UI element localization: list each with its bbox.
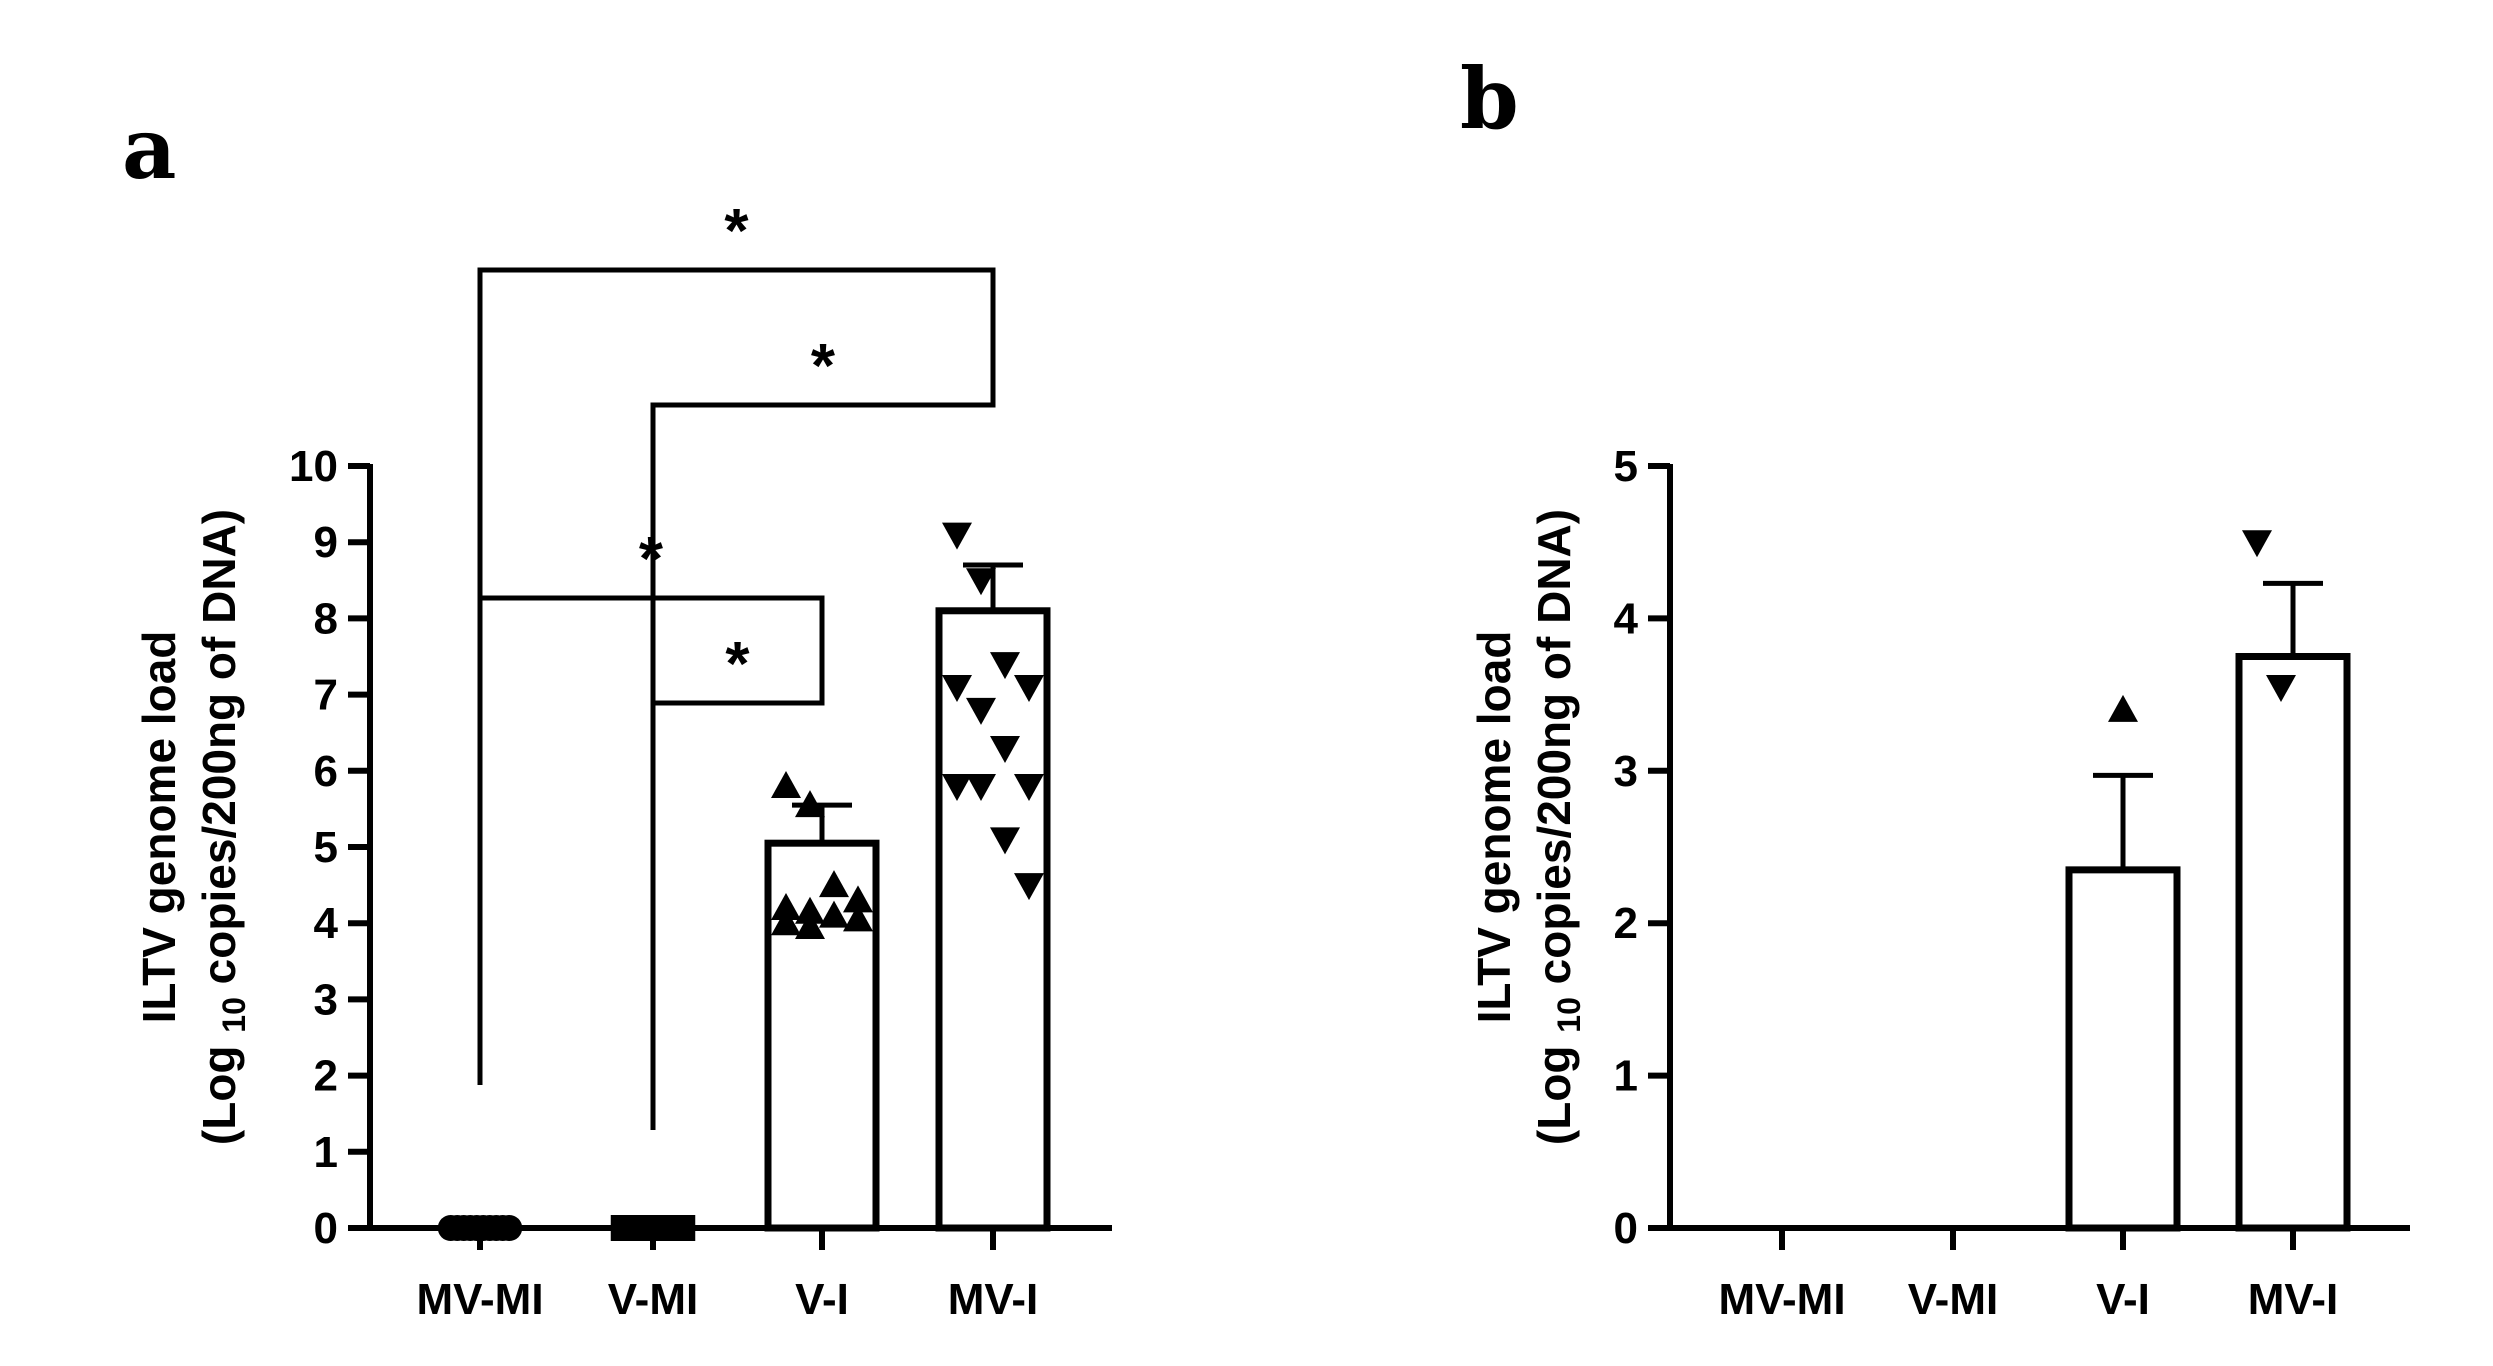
y-tick-label: 7 (314, 671, 338, 720)
panel-b-chart: b 0 1 2 3 4 5 MV-MI V-MI V-I MV-I ILTV genome load… (1460, 49, 2410, 1324)
y-tick-label: 0 (314, 1204, 338, 1253)
y-tick-label: 6 (314, 747, 338, 796)
y-tick-label: 3 (314, 975, 338, 1024)
data-point-MV-I (1014, 774, 1044, 802)
x-category-label: V-I (2096, 1275, 2150, 1324)
data-point-MV-I (966, 697, 996, 725)
data-point-MV-I (2266, 674, 2296, 702)
y-tick-label: 10 (289, 442, 338, 491)
x-category-label: MV-I (948, 1275, 1038, 1324)
data-point-MV-I (2242, 530, 2272, 558)
data-point-V-I (771, 908, 801, 936)
y-axis-title-line2: (Log 10 copies/200ng of DNA) (1528, 509, 1587, 1145)
data-point-MV-I (1014, 873, 1044, 901)
data-point-MV-I (942, 674, 972, 702)
panel-b-letter: b (1460, 49, 1519, 148)
data-point-MV-I (942, 774, 972, 802)
data-point-V-I (771, 892, 801, 920)
data-point-V-I (843, 904, 873, 932)
data-point-V-I (795, 896, 825, 924)
y-axis-title-line2: (Log 10 copies/200ng of DNA) (193, 509, 252, 1145)
data-point-MV-I (990, 735, 1020, 763)
data-point-MV-I (942, 522, 972, 550)
data-point-MV-I (966, 774, 996, 802)
data-point-V-I (2108, 694, 2138, 722)
y-tick-label: 1 (1614, 1052, 1638, 1101)
y-tick-label: 1 (314, 1128, 338, 1177)
data-point-V-I (795, 912, 825, 940)
data-point-V-I (819, 900, 849, 928)
y-tick-label: 2 (1614, 899, 1638, 948)
x-category-label: MV-MI (416, 1275, 543, 1324)
x-category-label: V-MI (608, 1275, 698, 1324)
y-tick-label: 0 (1614, 1204, 1638, 1253)
data-point-V-I (819, 870, 849, 898)
significance-label: * (724, 197, 749, 266)
significance-bracket (477, 595, 825, 1085)
bar-V-I (2065, 866, 2181, 1232)
data-point-MV-I (966, 568, 996, 596)
significance-label: * (725, 630, 750, 699)
data-point-V-I (771, 771, 801, 799)
y-tick-label: 9 (314, 518, 338, 567)
y-tick-label: 5 (314, 823, 338, 872)
bar-MV-I (935, 607, 1051, 1232)
y-tick-label: 8 (314, 594, 338, 643)
x-category-label: MV-I (2248, 1275, 2338, 1324)
y-axis-title-line1: ILTV genome load (133, 631, 185, 1024)
data-point-MV-MI (496, 1215, 523, 1241)
data-point-MV-I (1014, 674, 1044, 702)
x-category-label: V-MI (1908, 1275, 1998, 1324)
y-tick-label: 2 (314, 1052, 338, 1101)
significance-label: * (811, 332, 836, 401)
data-point-V-MI (669, 1215, 696, 1241)
y-tick-label: 4 (1614, 594, 1639, 643)
x-category-label: MV-MI (1718, 1275, 1845, 1324)
y-tick-label: 5 (1614, 442, 1638, 491)
significance-label: * (639, 525, 664, 594)
x-category-label: V-I (795, 1275, 849, 1324)
y-axis-title-line1: ILTV genome load (1468, 631, 1520, 1024)
data-point-V-I (843, 885, 873, 913)
bar-MV-I (2235, 653, 2351, 1232)
data-point-V-I (795, 790, 825, 818)
panel-a-letter: a (122, 99, 176, 198)
significance-bracket (650, 675, 825, 1130)
y-tick-label: 3 (1614, 747, 1638, 796)
panel-a-chart: a 0 1 2 3 4 5 6 7 8 9 10 MV-MI V-MI V-I MV-I * * * * ILTV g… (122, 99, 1112, 1324)
y-tick-label: 4 (314, 899, 339, 948)
data-point-MV-I (990, 827, 1020, 855)
data-point-MV-I (990, 652, 1020, 680)
